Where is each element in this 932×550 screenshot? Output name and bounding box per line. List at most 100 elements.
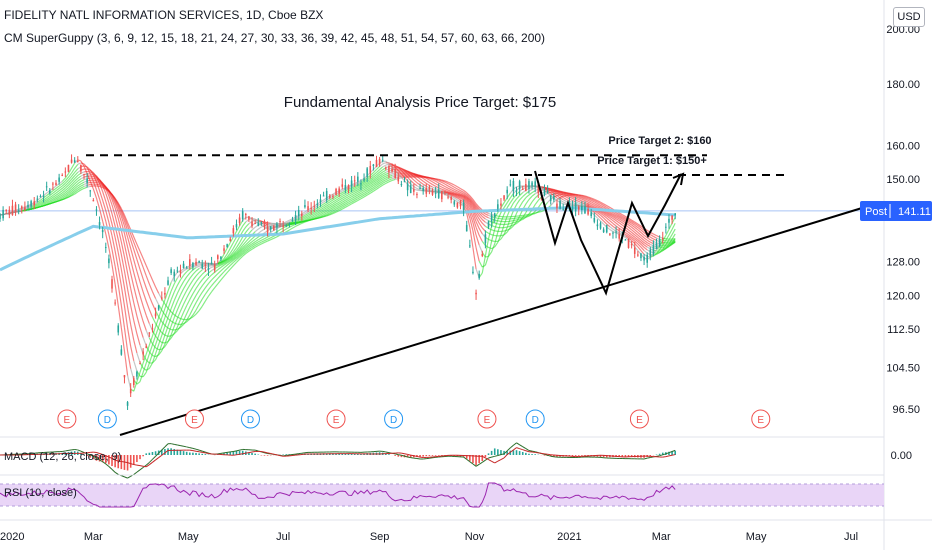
indicator-legend[interactable]: CM SuperGuppy (3, 6, 9, 12, 15, 18, 21, …	[4, 31, 546, 45]
macd-line-seg	[192, 447, 197, 450]
guppy-ma-segment	[534, 211, 539, 215]
guppy-ma-segment	[606, 223, 611, 228]
macd-legend[interactable]: MACD (12, 26, close, 9)	[4, 451, 122, 463]
guppy-ma-segment	[155, 335, 160, 345]
guppy-ma-segment	[173, 326, 178, 334]
guppy-ma-segment	[618, 225, 623, 229]
guppy-ma-segment	[83, 175, 88, 178]
candle-body	[0, 214, 1, 220]
post-label: Post	[865, 206, 887, 218]
guppy-ma-segment	[313, 215, 318, 219]
macd-line-seg	[139, 467, 144, 471]
guppy-ma-segment	[631, 222, 636, 226]
guppy-ma-segment	[307, 212, 312, 216]
guppy-ma-segment	[164, 341, 169, 347]
guppy-ma-segment	[463, 201, 468, 207]
candle-body	[288, 223, 291, 225]
guppy-ma-segment	[108, 192, 113, 200]
guppy-ma-segment	[46, 197, 51, 201]
macd-line-seg	[111, 469, 116, 473]
guppy-ma-segment	[497, 220, 502, 222]
macd-hist-bar	[182, 451, 185, 455]
guppy-ma-segment	[637, 243, 642, 248]
guppy-ma-segment	[593, 211, 598, 216]
macd-hist-bar	[353, 453, 356, 455]
signal-line-seg	[485, 457, 489, 461]
guppy-ma-segment	[435, 183, 440, 187]
signal-line-seg	[124, 461, 128, 464]
macd-hist-bar	[251, 452, 253, 455]
guppy-ma-segment	[450, 194, 455, 197]
guppy-ma-segment	[622, 218, 626, 222]
candle-body	[101, 229, 104, 233]
guppy-ma-segment	[179, 281, 185, 288]
guppy-ma-segment	[301, 216, 306, 220]
guppy-ma-segment	[600, 212, 604, 217]
guppy-ma-segment	[254, 228, 259, 233]
dividend-marker	[384, 409, 404, 429]
guppy-ma-segment	[481, 216, 486, 220]
guppy-ma-segment	[245, 228, 250, 233]
guppy-ma-segment	[261, 238, 265, 241]
earnings-marker	[477, 409, 497, 429]
guppy-ma-segment	[158, 317, 163, 327]
guppy-ma-segment	[363, 179, 368, 183]
guppy-ma-segment	[345, 199, 349, 203]
guppy-ma-segment	[640, 239, 645, 244]
guppy-ma-segment	[618, 232, 623, 235]
guppy-ma-segment	[609, 229, 614, 233]
macd-line-seg	[148, 458, 153, 463]
guppy-ma-segment	[198, 273, 203, 279]
guppy-ma-segment	[211, 287, 216, 293]
candle-body	[528, 181, 530, 190]
signal-line-seg	[136, 464, 141, 467]
guppy-ma-segment	[61, 193, 66, 198]
x-tick-label: 2021	[557, 531, 581, 543]
signal-line-seg	[665, 455, 670, 458]
guppy-ma-segment	[587, 199, 592, 203]
guppy-ma-segment	[267, 237, 271, 240]
guppy-ma-segment	[541, 186, 545, 190]
guppy-ma-segment	[226, 262, 231, 266]
guppy-ma-segment	[637, 236, 642, 241]
guppy-ma-segment	[469, 217, 474, 232]
macd-hist-bar	[658, 453, 661, 455]
guppy-ma-segment	[120, 230, 126, 245]
guppy-ma-segment	[500, 213, 505, 223]
guppy-ma-segment	[326, 210, 331, 214]
macd-line-seg	[189, 447, 194, 449]
macd-line-seg	[77, 449, 82, 452]
guppy-ma-segment	[643, 237, 648, 241]
y-tick-label: 150.00	[886, 174, 920, 186]
guppy-ma-segment	[332, 210, 337, 214]
candle-body	[469, 245, 471, 247]
guppy-ma-segment	[606, 220, 611, 225]
guppy-ma-segment	[267, 222, 271, 225]
guppy-ma-segment	[58, 187, 63, 192]
guppy-ma-segment	[89, 169, 94, 175]
candle-body	[61, 174, 64, 177]
guppy-ma-segment	[133, 236, 138, 245]
macd-hist-bar	[104, 455, 107, 464]
guppy-ma-segment	[369, 181, 374, 185]
candle-body	[444, 191, 446, 194]
guppy-ma-segment	[226, 259, 231, 263]
guppy-ma-segment	[229, 236, 234, 243]
guppy-ma-segment	[618, 218, 623, 222]
symbol-title[interactable]: FIDELITY NATL INFORMATION SERVICES, 1D, …	[4, 8, 324, 22]
guppy-ma-segment	[18, 208, 22, 211]
guppy-ma-segment	[531, 193, 536, 197]
guppy-ma-segment	[117, 252, 122, 270]
guppy-ma-segment	[351, 185, 355, 189]
earnings-marker-label: E	[191, 415, 198, 426]
guppy-ma-segment	[388, 163, 393, 168]
guppy-ma-segment	[444, 185, 449, 189]
guppy-ma-segment	[317, 210, 321, 214]
guppy-ma-segment	[584, 203, 589, 206]
macd-hist-bar	[148, 452, 151, 455]
currency-button[interactable]: USD	[893, 7, 925, 27]
macd-line-seg	[255, 449, 259, 452]
rsi-legend[interactable]: RSI (10, close)	[4, 487, 77, 499]
guppy-ma-segment	[86, 167, 91, 174]
